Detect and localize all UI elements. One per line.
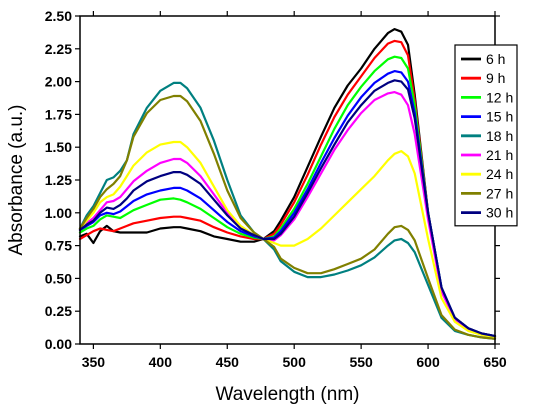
legend-label: 12 h (486, 89, 513, 105)
legend-label: 18 h (486, 128, 513, 144)
y-tick-label: 1.25 (45, 172, 72, 188)
y-tick-label: 0.00 (45, 336, 72, 352)
y-tick-label: 0.50 (45, 270, 72, 286)
y-tick-label: 2.50 (45, 8, 72, 24)
y-axis-title: Absorbance (a.u.) (6, 104, 27, 255)
y-tick-label: 1.00 (45, 205, 72, 221)
x-tick-label: 450 (216, 354, 240, 370)
legend-label: 27 h (486, 185, 513, 201)
x-axis: 350 400 450 500 550 600 650 (82, 11, 507, 370)
x-tick-label: 500 (283, 354, 307, 370)
series-line-27h (78, 94, 497, 340)
y-tick-label: 2.25 (45, 41, 72, 57)
legend-label: 15 h (486, 109, 513, 125)
y-tick-label: 1.75 (45, 106, 72, 122)
legend: 6 h 9 h 12 h 15 h 18 h 21 h 24 h 27 h 30 h (454, 44, 518, 227)
x-axis-title: Wavelength (nm) (216, 384, 360, 405)
legend-label: 9 h (486, 70, 505, 86)
series-line-24h (78, 140, 497, 339)
legend-label: 21 h (486, 147, 513, 163)
x-tick-label: 650 (483, 354, 507, 370)
y-axis: 0.00 0.25 0.50 0.75 1.00 1.25 1.50 1.75 2.00 2.25… (45, 8, 500, 352)
y-tick-label: 2.00 (45, 74, 72, 90)
y-tick-label: 0.75 (45, 238, 72, 254)
series-line-9h (78, 39, 497, 338)
legend-label: 30 h (486, 205, 513, 221)
legend-label: 6 h (486, 51, 505, 67)
series-layer (78, 28, 497, 340)
legend-label: 24 h (486, 166, 513, 182)
y-tick-label: 0.25 (45, 303, 72, 319)
series-line-6h (78, 28, 497, 338)
x-tick-label: 600 (416, 354, 440, 370)
x-tick-label: 550 (349, 354, 373, 370)
y-tick-label: 1.50 (45, 139, 72, 155)
x-tick-label: 400 (149, 354, 173, 370)
x-tick-label: 350 (82, 354, 106, 370)
series-line-30h (78, 79, 497, 338)
